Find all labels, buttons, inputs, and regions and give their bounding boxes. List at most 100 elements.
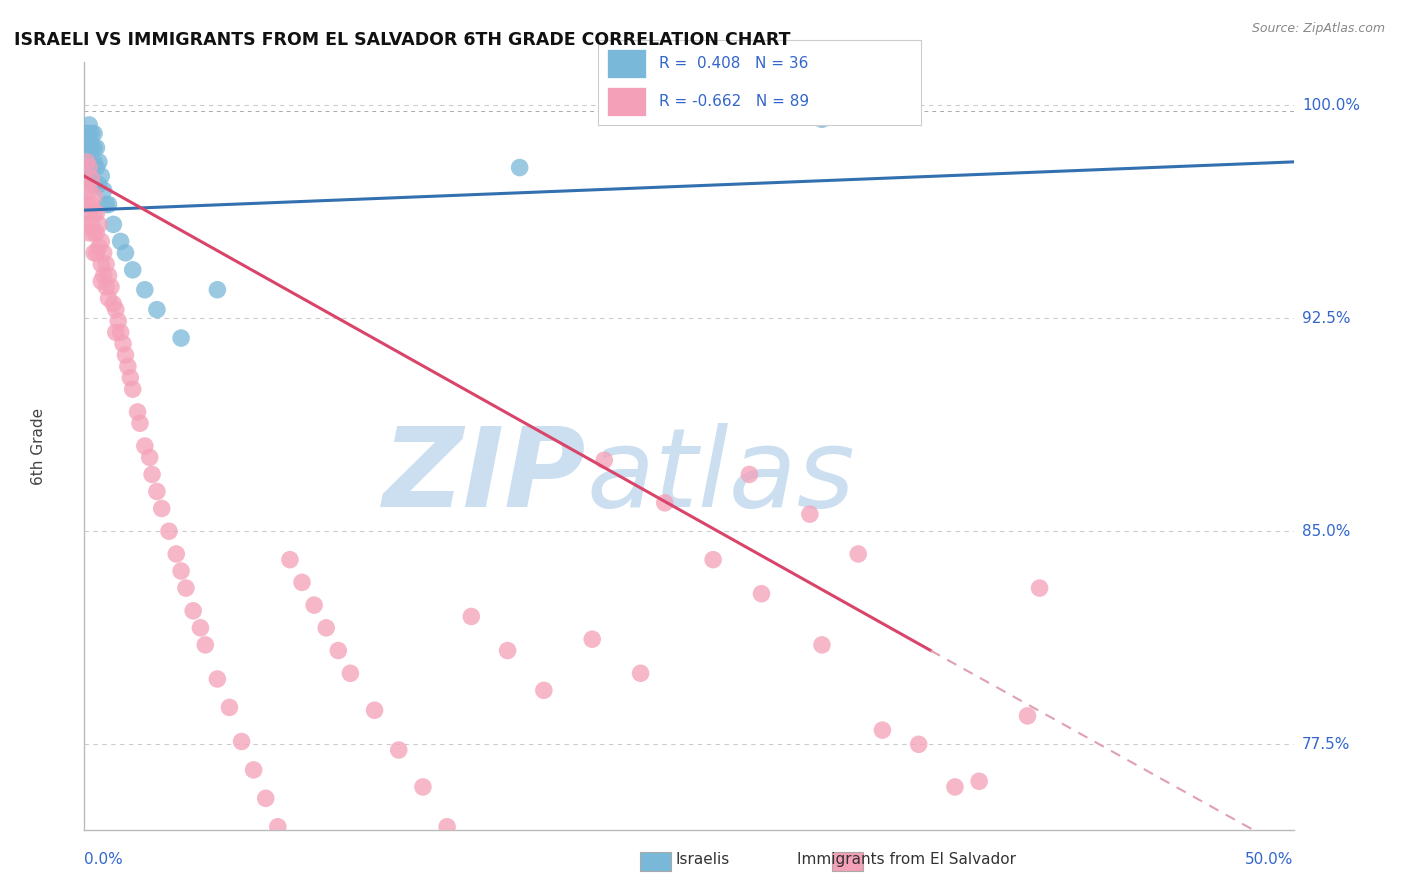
Point — [121, 263, 143, 277]
Point — [811, 112, 834, 127]
Point — [194, 638, 217, 652]
Point — [120, 371, 142, 385]
Point — [533, 683, 555, 698]
Text: Israelis: Israelis — [676, 852, 730, 867]
Text: 92.5%: 92.5% — [1302, 310, 1350, 326]
Point — [412, 780, 434, 794]
Point — [83, 245, 105, 260]
Point — [83, 127, 105, 141]
Point — [117, 359, 139, 374]
Point — [146, 484, 169, 499]
Point — [77, 226, 100, 240]
Point — [83, 226, 105, 240]
Point — [138, 450, 160, 465]
Text: 50.0%: 50.0% — [1246, 852, 1294, 867]
Point — [83, 189, 105, 203]
Point — [581, 632, 603, 647]
Point — [86, 161, 108, 175]
Point — [170, 564, 193, 578]
Point — [702, 552, 724, 566]
Point — [190, 621, 212, 635]
Point — [630, 666, 652, 681]
Point — [165, 547, 187, 561]
Point — [121, 382, 143, 396]
Point — [77, 118, 100, 132]
Text: R = -0.662   N = 89: R = -0.662 N = 89 — [659, 94, 808, 109]
Point — [114, 245, 136, 260]
Point — [1017, 709, 1039, 723]
Point — [77, 161, 100, 175]
Text: Source: ZipAtlas.com: Source: ZipAtlas.com — [1251, 22, 1385, 36]
Point — [738, 467, 761, 482]
Point — [846, 547, 869, 561]
Point — [107, 314, 129, 328]
Point — [170, 331, 193, 345]
FancyBboxPatch shape — [607, 87, 647, 116]
Point — [242, 763, 264, 777]
Text: 6th Grade: 6th Grade — [31, 408, 46, 484]
Point — [1028, 581, 1050, 595]
Point — [129, 417, 152, 431]
Point — [150, 501, 173, 516]
Point — [654, 496, 676, 510]
Point — [146, 302, 169, 317]
Point — [134, 439, 156, 453]
Point — [267, 820, 290, 834]
Point — [157, 524, 180, 539]
Point — [90, 169, 112, 183]
Point — [90, 235, 112, 249]
Point — [80, 141, 103, 155]
Point — [83, 178, 105, 192]
Point — [315, 621, 337, 635]
Point — [134, 283, 156, 297]
Point — [496, 643, 519, 657]
Text: 85.0%: 85.0% — [1302, 524, 1350, 539]
Point — [339, 666, 361, 681]
Point — [77, 154, 100, 169]
Point — [436, 820, 458, 834]
Point — [302, 598, 325, 612]
Text: ZIP: ZIP — [382, 423, 586, 530]
Point — [87, 218, 110, 232]
Point — [943, 780, 966, 794]
Point — [80, 161, 103, 175]
Point — [80, 127, 103, 141]
Text: atlas: atlas — [586, 423, 855, 530]
Point — [278, 552, 301, 566]
Point — [77, 169, 100, 183]
Point — [93, 268, 115, 283]
Point — [872, 723, 894, 738]
Point — [127, 405, 149, 419]
Point — [181, 604, 204, 618]
Point — [76, 178, 98, 192]
Point — [93, 183, 115, 197]
Point — [87, 178, 110, 192]
Point — [76, 218, 98, 232]
Point — [97, 291, 120, 305]
Text: R =  0.408   N = 36: R = 0.408 N = 36 — [659, 55, 808, 70]
Point — [967, 774, 990, 789]
Point — [207, 283, 229, 297]
Point — [254, 791, 277, 805]
Point — [231, 734, 253, 748]
Point — [76, 161, 98, 175]
Point — [103, 218, 125, 232]
Text: 77.5%: 77.5% — [1302, 737, 1350, 752]
Point — [97, 197, 120, 211]
Point — [83, 141, 105, 155]
Point — [90, 274, 112, 288]
Point — [218, 700, 240, 714]
Point — [94, 197, 117, 211]
Point — [86, 245, 108, 260]
Point — [86, 226, 108, 240]
Point — [76, 127, 98, 141]
Point — [76, 141, 98, 155]
Point — [80, 172, 103, 186]
Point — [90, 257, 112, 271]
Point — [388, 743, 411, 757]
Point — [77, 141, 100, 155]
Point — [460, 609, 482, 624]
Point — [103, 297, 125, 311]
Point — [110, 326, 132, 340]
Point — [97, 268, 120, 283]
